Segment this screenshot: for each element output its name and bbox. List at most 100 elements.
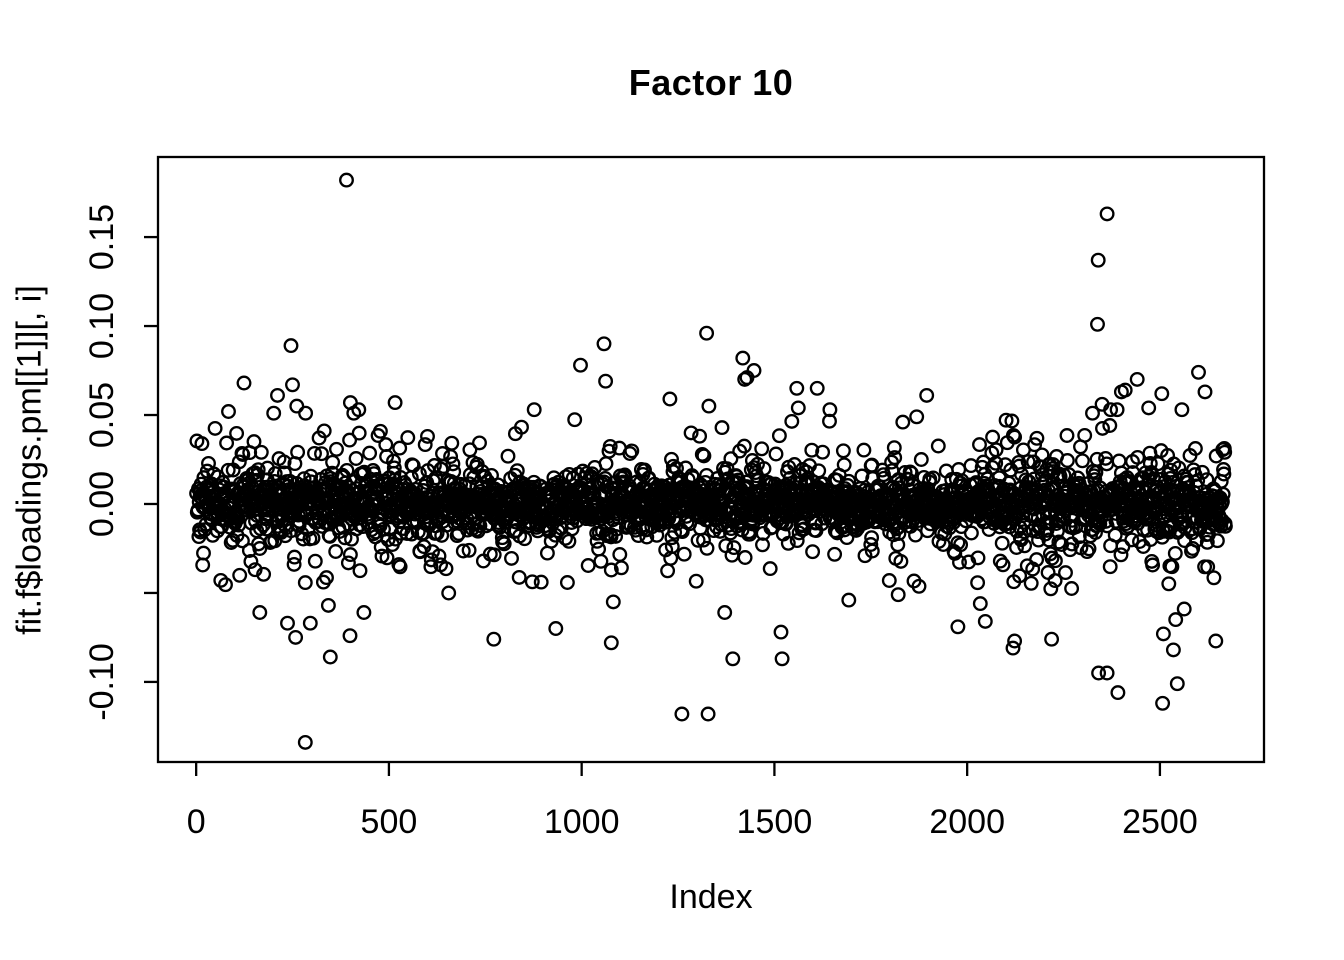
data-point [1005, 640, 1021, 656]
data-point [1129, 371, 1145, 387]
data-point [1168, 612, 1184, 628]
data-point [337, 530, 353, 546]
data-point [864, 543, 880, 559]
data-point [1213, 473, 1229, 489]
data-point [486, 547, 502, 563]
data-point [285, 377, 300, 393]
data-point [856, 442, 872, 458]
data-point [205, 527, 221, 543]
data-point [762, 561, 778, 577]
data-point [438, 561, 454, 577]
data-point [235, 447, 251, 462]
data-point [603, 635, 619, 651]
data-point [1194, 464, 1210, 480]
data-point [637, 462, 652, 478]
data-point [827, 546, 843, 562]
data-point [774, 651, 790, 667]
data-point [897, 464, 913, 480]
data-point [737, 550, 753, 565]
data-point [561, 533, 577, 549]
data-point [925, 470, 941, 486]
data-point [1109, 402, 1125, 418]
data-point [961, 554, 977, 570]
data-point [500, 448, 516, 464]
data-point [1199, 534, 1215, 550]
data-point [890, 587, 906, 603]
data-point [307, 553, 323, 569]
data-point [591, 541, 607, 557]
data-point [1090, 316, 1105, 332]
data-point [392, 440, 408, 456]
data-point [1197, 384, 1213, 400]
data-point [1007, 429, 1023, 445]
data-point [1169, 676, 1185, 692]
data-point [909, 409, 925, 425]
data-point [325, 454, 341, 470]
data-point [372, 423, 388, 439]
data-point [379, 550, 395, 566]
data-point [970, 550, 986, 566]
data-point [446, 464, 462, 480]
data-point [221, 404, 236, 419]
data-point [700, 706, 716, 722]
data-point [714, 420, 730, 436]
data-point [1071, 529, 1087, 545]
data-point [1154, 386, 1170, 402]
data-point [674, 706, 690, 722]
data-point [280, 615, 295, 631]
data-point [1111, 453, 1127, 469]
x-tick-label: 0 [187, 803, 206, 841]
y-tick-label: 0.05 [83, 382, 121, 448]
data-point [683, 425, 699, 441]
data-point [622, 446, 638, 461]
data-point [195, 557, 211, 573]
data-point [789, 380, 805, 396]
data-point [1217, 518, 1233, 534]
data-point [613, 560, 629, 576]
data-point [859, 514, 874, 530]
data-point [857, 548, 873, 564]
data-point [348, 451, 364, 466]
data-point [1145, 557, 1161, 573]
data-point [229, 425, 245, 441]
data-point [247, 562, 263, 578]
data-point [726, 540, 742, 556]
data-point [836, 457, 852, 473]
y-tick-label: -0.10 [83, 643, 121, 721]
data-point [815, 444, 831, 460]
data-point [387, 395, 403, 411]
data-point [1142, 456, 1158, 471]
data-point [431, 548, 447, 564]
data-point [302, 615, 318, 631]
data-point [1099, 665, 1115, 681]
data-point [919, 387, 935, 403]
data-point [603, 562, 619, 578]
data-point [297, 575, 313, 591]
data-point [1017, 538, 1033, 554]
data-point [297, 734, 313, 750]
data-point [270, 387, 285, 403]
x-axis-label: Index [669, 878, 753, 916]
data-point [472, 435, 487, 451]
data-point [305, 530, 321, 546]
data-point [598, 456, 614, 472]
data-point [1150, 456, 1166, 472]
data-point [290, 444, 306, 460]
data-point [580, 558, 596, 573]
data-point [1185, 541, 1201, 556]
data-point [930, 438, 946, 454]
x-tick-label: 500 [361, 803, 418, 841]
y-tick-label: 0.10 [83, 293, 121, 359]
data-point [1039, 522, 1055, 538]
data-point [307, 445, 322, 461]
data-point [194, 436, 210, 452]
data-point [1047, 553, 1063, 569]
data-point [1074, 453, 1090, 469]
data-point [362, 445, 378, 461]
data-point [1102, 418, 1118, 433]
y-tick-label: 0.15 [83, 204, 121, 270]
data-point [970, 575, 986, 591]
data-point [329, 441, 344, 457]
data-point [890, 537, 906, 553]
data-point [1090, 252, 1106, 268]
